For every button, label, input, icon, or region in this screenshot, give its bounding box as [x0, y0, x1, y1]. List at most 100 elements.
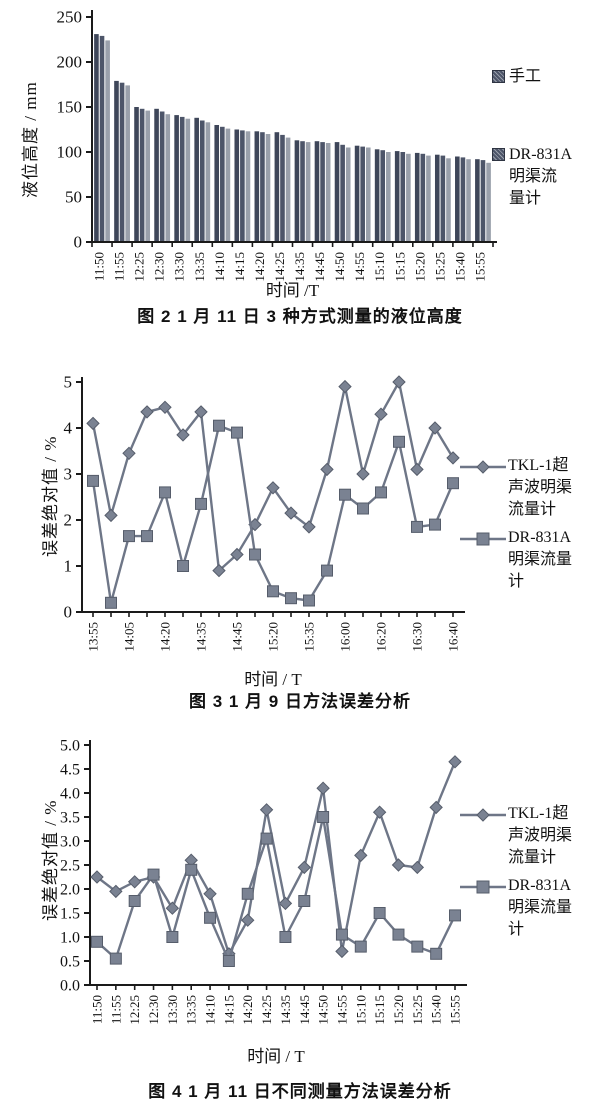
legend-label-tkl1: TKL-1超 声波明渠 流量计	[508, 805, 573, 866]
y-tick-label: 3.0	[60, 834, 80, 851]
x-tick-label: 14:20	[158, 622, 173, 652]
x-tick-label: 16:00	[338, 622, 353, 652]
x-tick-label: 14:20	[252, 252, 267, 282]
square-marker	[195, 497, 207, 510]
bar	[234, 129, 240, 242]
figure-2-bar-chart: 0 50 100 150 200 250 11:50 11:55 12:25 12:30 13:30…	[0, 0, 600, 345]
bar	[125, 85, 130, 243]
bar	[105, 40, 110, 243]
square-marker	[411, 520, 423, 533]
x-tick-label: 14:15	[221, 995, 236, 1025]
bar	[185, 118, 191, 242]
diamond-marker	[354, 848, 368, 863]
x-tick-label: 13:35	[184, 995, 199, 1025]
diamond-marker	[392, 375, 406, 389]
y-tick-label: 0	[74, 233, 83, 252]
square-marker	[213, 419, 225, 432]
square-marker	[267, 585, 279, 598]
figure-4-line-chart: 0.0 0.5 1.0 1.5 2.0 2.5 3.0 3.5 4.0 4.5 5.0 11:50 11…	[0, 715, 600, 1102]
legend-entry-manual: 手工	[492, 66, 541, 88]
bar	[374, 149, 380, 242]
square-marker	[177, 560, 189, 572]
legend-marker-dr831a-icon	[492, 148, 505, 161]
square-marker	[241, 887, 254, 900]
diamond-marker	[448, 755, 462, 769]
diamond-marker	[140, 405, 154, 419]
bar	[114, 80, 119, 243]
square-marker	[303, 594, 315, 607]
square-marker	[204, 911, 217, 924]
square-marker	[430, 947, 443, 960]
diamond-marker	[158, 400, 172, 415]
x-tick-label: 15:35	[302, 622, 317, 652]
diamond-marker	[284, 506, 298, 520]
square-marker	[373, 907, 386, 919]
square-marker	[260, 832, 273, 845]
legend-marker-dr831a-icon	[460, 532, 506, 546]
diamond-marker	[391, 858, 406, 872]
bar	[486, 162, 491, 242]
x-tick-label: 11:55	[112, 252, 127, 281]
series-line	[91, 424, 455, 604]
figure-3-plot: 0 1 2 3 4 5 13:55 14:05 14:20 14:35 14:45 15:20 15:3…	[64, 373, 465, 652]
bar	[260, 132, 265, 242]
square-marker	[298, 895, 311, 907]
x-tick-label: 16:30	[410, 622, 425, 652]
bar	[174, 115, 179, 242]
figure-2-x-axis-title: 时间 /T	[265, 281, 320, 300]
square-marker	[449, 909, 461, 922]
bar	[294, 140, 300, 242]
y-tick-label: 5.0	[60, 738, 80, 755]
diamond-marker	[297, 860, 311, 875]
x-tick-label: 12:25	[127, 995, 142, 1025]
x-tick-label: 14:35	[278, 995, 293, 1025]
square-marker	[109, 952, 122, 965]
y-tick-label: 2.5	[60, 858, 80, 875]
series-line	[96, 761, 457, 956]
square-marker	[128, 895, 141, 907]
diamond-marker	[335, 944, 349, 959]
x-tick-label: 14:10	[203, 995, 218, 1025]
bar	[199, 120, 205, 242]
x-tick-label: 14:45	[312, 252, 327, 282]
bar	[94, 34, 99, 242]
diamond-marker	[338, 379, 352, 394]
diamond-marker	[86, 416, 100, 431]
diamond-marker	[266, 481, 280, 495]
square-marker	[166, 931, 179, 943]
x-tick-label: 14:10	[212, 252, 227, 282]
diamond-marker	[212, 563, 226, 578]
x-tick-label: 15:15	[392, 252, 407, 282]
diamond-marker	[372, 805, 387, 819]
bar	[434, 154, 440, 242]
diamond-marker	[104, 508, 118, 523]
y-tick-label: 1.5	[60, 906, 80, 923]
square-marker	[222, 955, 235, 967]
bar	[159, 111, 165, 242]
x-tick-label: 14:35	[292, 252, 307, 282]
diamond-marker	[446, 451, 460, 465]
figure-2-y-axis-title: 液位高度 / mm	[21, 81, 40, 198]
bar	[165, 114, 171, 242]
square-marker	[147, 868, 160, 881]
bar	[406, 153, 411, 242]
square-marker	[87, 474, 99, 487]
x-tick-label: 15:20	[412, 252, 427, 282]
bar	[360, 146, 365, 242]
square-marker	[91, 935, 103, 948]
figure-4-plot: 0.0 0.5 1.0 1.5 2.0 2.5 3.0 3.5 4.0 4.5 5.0 11:50 11…	[60, 738, 467, 1025]
bar	[179, 116, 185, 242]
diamond-marker	[302, 520, 316, 534]
x-tick-label: 11:50	[92, 252, 107, 281]
bar	[154, 108, 159, 242]
diamond-marker	[90, 870, 104, 884]
y-tick-label: 2	[64, 511, 73, 530]
y-tick-label: 0.0	[60, 978, 80, 995]
diamond-marker	[203, 887, 217, 901]
y-tick-label: 100	[57, 143, 83, 162]
bar	[345, 147, 351, 242]
legend-entry-tkl1: TKL-1超 声波明渠 流量计	[460, 455, 572, 521]
square-marker	[447, 477, 459, 490]
square-marker	[123, 530, 135, 543]
